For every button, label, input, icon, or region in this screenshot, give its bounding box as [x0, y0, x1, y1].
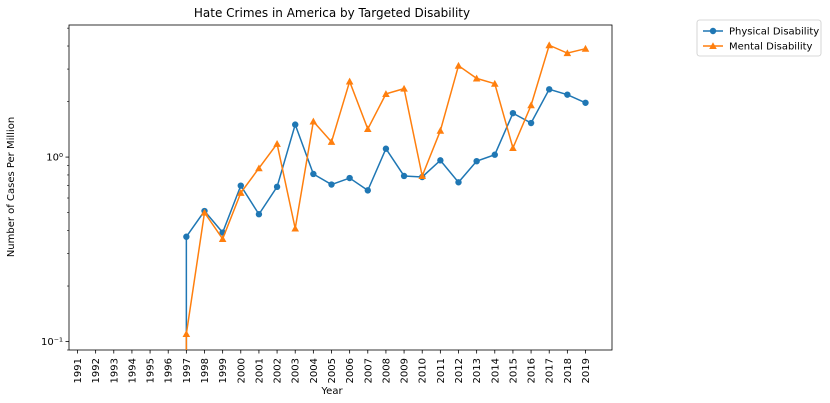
x-tick-label: 2001 — [254, 358, 265, 383]
data-point — [491, 151, 498, 158]
x-tick-label: 2008 — [381, 358, 392, 383]
y-tick-label: 10⁻¹ — [41, 337, 63, 348]
x-tick-label: 2010 — [418, 358, 429, 383]
series-line — [185, 88, 586, 238]
legend-label: Mental Disability — [729, 42, 813, 53]
x-tick-label: 1997 — [182, 358, 193, 383]
data-point — [437, 157, 444, 164]
series-line — [185, 44, 586, 335]
plot-area: 10⁻¹ 10⁰ 1991 1992 1993 1994 1995 1996 1997 1998 1… — [41, 24, 613, 383]
data-point — [454, 61, 463, 69]
data-point — [237, 182, 244, 189]
data-point — [545, 41, 554, 49]
x-tick-label: 1998 — [200, 358, 211, 383]
data-point — [345, 77, 354, 85]
x-tick-label: 2009 — [400, 358, 411, 383]
data-point — [255, 164, 263, 172]
x-tick-label: 2016 — [527, 358, 538, 383]
data-point — [363, 125, 372, 133]
x-tick-label: 1993 — [109, 358, 120, 383]
data-point — [328, 181, 335, 188]
data-point — [473, 157, 480, 165]
x-tick-label: 2003 — [291, 358, 302, 383]
data-point — [527, 101, 535, 109]
x-tick-label: 2019 — [581, 358, 592, 383]
x-tick-label: 1994 — [127, 358, 138, 383]
legend-box — [696, 19, 822, 57]
x-tick-label: 2006 — [345, 358, 356, 383]
data-point — [327, 138, 336, 145]
x-tick-label: 1995 — [146, 358, 157, 383]
data-point — [436, 126, 445, 134]
data-point — [236, 189, 245, 196]
legend-marker — [709, 27, 717, 35]
data-point — [309, 117, 318, 125]
data-point — [182, 330, 191, 337]
series-physical-disability — [183, 86, 589, 350]
data-point — [455, 179, 462, 186]
data-point — [582, 99, 589, 106]
data-point — [472, 74, 481, 82]
y-axis-label: Number of Cases Per Million — [6, 117, 17, 257]
x-tick-label: 2007 — [363, 358, 374, 383]
x-tick-label: 1996 — [164, 358, 175, 383]
data-point — [400, 172, 408, 180]
data-point — [400, 84, 408, 92]
data-point — [418, 172, 427, 180]
data-point — [563, 49, 572, 57]
x-tick-label: 2014 — [490, 358, 501, 383]
x-tick-label: 1999 — [218, 358, 229, 383]
x-tick-label: 2015 — [508, 358, 519, 383]
data-point — [382, 145, 390, 152]
x-tick-label: 2011 — [436, 358, 447, 383]
data-point — [564, 91, 571, 98]
data-point — [364, 187, 371, 194]
data-point — [382, 90, 390, 97]
x-tick-label: 2012 — [454, 358, 465, 383]
y-tick-label: 10⁰ — [46, 153, 63, 164]
series-mental-disability — [182, 41, 590, 350]
x-tick-label: 2002 — [273, 358, 284, 383]
data-point — [273, 140, 281, 147]
data-point — [490, 79, 499, 87]
x-tick-label: 2013 — [472, 358, 483, 383]
x-tick-label: 2004 — [309, 358, 320, 383]
legend-marker — [709, 42, 717, 50]
x-axis-label: Year — [320, 386, 343, 397]
x-tick-label: 1992 — [91, 358, 102, 383]
data-point — [581, 44, 590, 52]
data-point — [200, 208, 209, 216]
data-point — [183, 233, 190, 240]
plot-frame — [68, 24, 613, 351]
data-point — [291, 224, 300, 232]
chart-title: Hate Crimes in America by Targeted Disab… — [194, 6, 470, 20]
x-tick-label: 2000 — [236, 358, 247, 383]
data-point — [310, 170, 317, 178]
x-tick-label: 2018 — [563, 358, 574, 383]
data-point — [546, 86, 553, 93]
x-tick-label: 2017 — [545, 358, 556, 383]
data-point — [292, 121, 299, 128]
x-tick-label: 2005 — [327, 358, 338, 383]
data-point — [509, 144, 517, 152]
legend: Physical Disability Mental Disability — [696, 19, 822, 57]
data-point — [255, 211, 263, 218]
data-point — [346, 174, 353, 182]
data-point — [509, 109, 517, 117]
legend-label: Physical Disability — [729, 27, 819, 38]
x-tick-label: 1991 — [73, 358, 84, 383]
data-point — [527, 119, 535, 127]
data-point — [218, 235, 227, 242]
data-point — [273, 183, 281, 191]
